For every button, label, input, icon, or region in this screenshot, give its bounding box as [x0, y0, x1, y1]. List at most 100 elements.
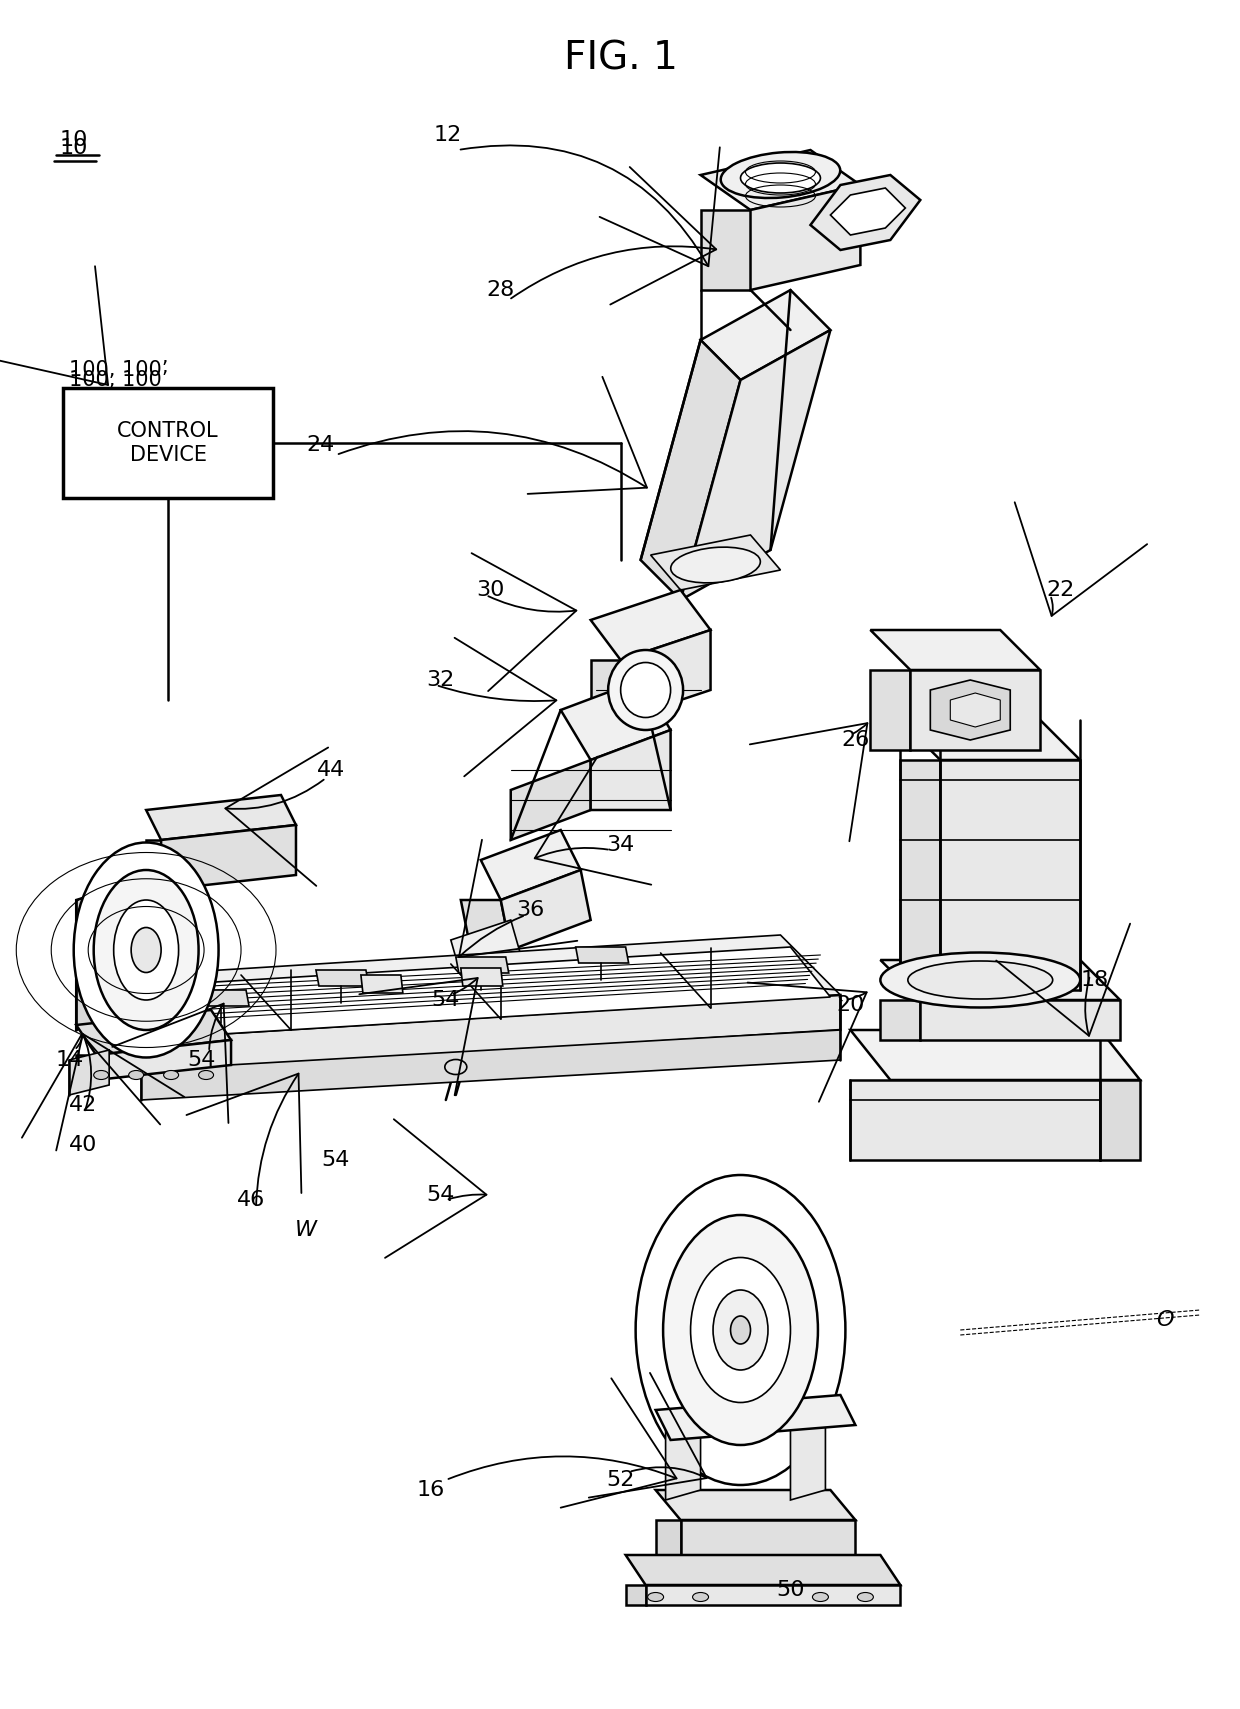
Text: 10: 10	[60, 130, 88, 150]
Polygon shape	[880, 960, 1120, 1000]
Text: FIG. 1: FIG. 1	[564, 39, 677, 77]
Polygon shape	[831, 188, 905, 236]
Polygon shape	[441, 1005, 491, 1070]
Text: 30: 30	[476, 579, 505, 600]
Polygon shape	[701, 210, 750, 291]
Polygon shape	[166, 947, 831, 1036]
Polygon shape	[851, 1080, 1100, 1160]
Polygon shape	[656, 1395, 856, 1441]
Polygon shape	[456, 957, 508, 972]
Polygon shape	[560, 680, 671, 761]
Polygon shape	[141, 1031, 841, 1101]
Polygon shape	[651, 535, 780, 590]
Polygon shape	[811, 174, 920, 250]
Ellipse shape	[621, 663, 671, 718]
Text: 54: 54	[432, 990, 460, 1010]
Text: W: W	[295, 1220, 317, 1241]
Text: 26: 26	[841, 730, 869, 750]
Text: 40: 40	[69, 1135, 98, 1155]
Ellipse shape	[114, 901, 179, 1000]
Polygon shape	[76, 1054, 97, 1080]
Polygon shape	[361, 976, 403, 993]
Polygon shape	[656, 1519, 681, 1555]
Text: O: O	[1157, 1311, 1174, 1330]
Polygon shape	[76, 1010, 231, 1054]
Polygon shape	[69, 1049, 109, 1095]
Polygon shape	[481, 831, 580, 901]
Polygon shape	[461, 967, 502, 986]
Polygon shape	[880, 1000, 920, 1041]
Ellipse shape	[164, 1070, 179, 1080]
Text: 100, 100’: 100, 100’	[69, 361, 169, 379]
Ellipse shape	[663, 1215, 818, 1446]
Polygon shape	[790, 1400, 826, 1501]
Ellipse shape	[880, 952, 1080, 1008]
Polygon shape	[750, 185, 861, 291]
Text: 32: 32	[427, 670, 455, 690]
Polygon shape	[681, 1519, 856, 1555]
Text: 46: 46	[237, 1189, 265, 1210]
Ellipse shape	[730, 1316, 750, 1343]
Ellipse shape	[131, 928, 161, 972]
Polygon shape	[201, 995, 841, 1070]
Ellipse shape	[636, 1176, 846, 1485]
Polygon shape	[851, 1031, 1140, 1080]
Text: 28: 28	[486, 280, 515, 301]
Polygon shape	[461, 901, 511, 950]
Polygon shape	[626, 1555, 900, 1584]
Text: CONTROL
DEVICE: CONTROL DEVICE	[118, 422, 219, 465]
Polygon shape	[196, 990, 249, 1007]
Polygon shape	[146, 795, 296, 841]
Polygon shape	[641, 340, 740, 600]
Polygon shape	[501, 870, 590, 950]
Polygon shape	[141, 1036, 201, 1070]
Ellipse shape	[693, 1593, 708, 1601]
Polygon shape	[626, 1584, 646, 1605]
Polygon shape	[590, 590, 711, 660]
Polygon shape	[161, 825, 296, 890]
Polygon shape	[97, 1041, 231, 1080]
Polygon shape	[146, 841, 161, 890]
Polygon shape	[701, 291, 831, 379]
Text: 50: 50	[776, 1581, 805, 1600]
Bar	[63, 388, 273, 497]
Polygon shape	[590, 660, 621, 719]
Ellipse shape	[445, 1060, 466, 1075]
Polygon shape	[109, 880, 176, 1020]
Ellipse shape	[713, 1290, 768, 1371]
Ellipse shape	[647, 1593, 663, 1601]
Ellipse shape	[94, 870, 198, 1031]
Polygon shape	[141, 935, 841, 1036]
Text: 100, 100’: 100, 100’	[69, 371, 169, 390]
Ellipse shape	[608, 649, 683, 730]
Text: 22: 22	[1047, 579, 1074, 600]
Polygon shape	[1100, 1080, 1140, 1160]
Ellipse shape	[857, 1593, 873, 1601]
Polygon shape	[701, 150, 861, 210]
Polygon shape	[950, 694, 1001, 726]
Polygon shape	[590, 730, 671, 810]
Polygon shape	[76, 890, 109, 1031]
Polygon shape	[900, 761, 940, 990]
Text: 10: 10	[60, 138, 88, 157]
Text: 52: 52	[606, 1470, 635, 1490]
Text: 14: 14	[55, 1049, 83, 1070]
Polygon shape	[621, 631, 711, 719]
Ellipse shape	[812, 1593, 828, 1601]
Polygon shape	[666, 1420, 701, 1501]
Ellipse shape	[73, 843, 218, 1058]
Ellipse shape	[908, 960, 1053, 1000]
Ellipse shape	[94, 1070, 109, 1080]
Polygon shape	[870, 670, 910, 750]
Polygon shape	[900, 719, 1080, 761]
Text: 16: 16	[417, 1480, 445, 1501]
Text: 42: 42	[69, 1095, 98, 1114]
Text: 20: 20	[836, 995, 864, 1015]
Text: 44: 44	[316, 761, 345, 779]
Text: 34: 34	[606, 836, 635, 854]
Polygon shape	[146, 880, 176, 930]
Ellipse shape	[740, 162, 821, 193]
Polygon shape	[870, 631, 1040, 670]
Ellipse shape	[691, 1258, 790, 1403]
Polygon shape	[316, 971, 370, 986]
